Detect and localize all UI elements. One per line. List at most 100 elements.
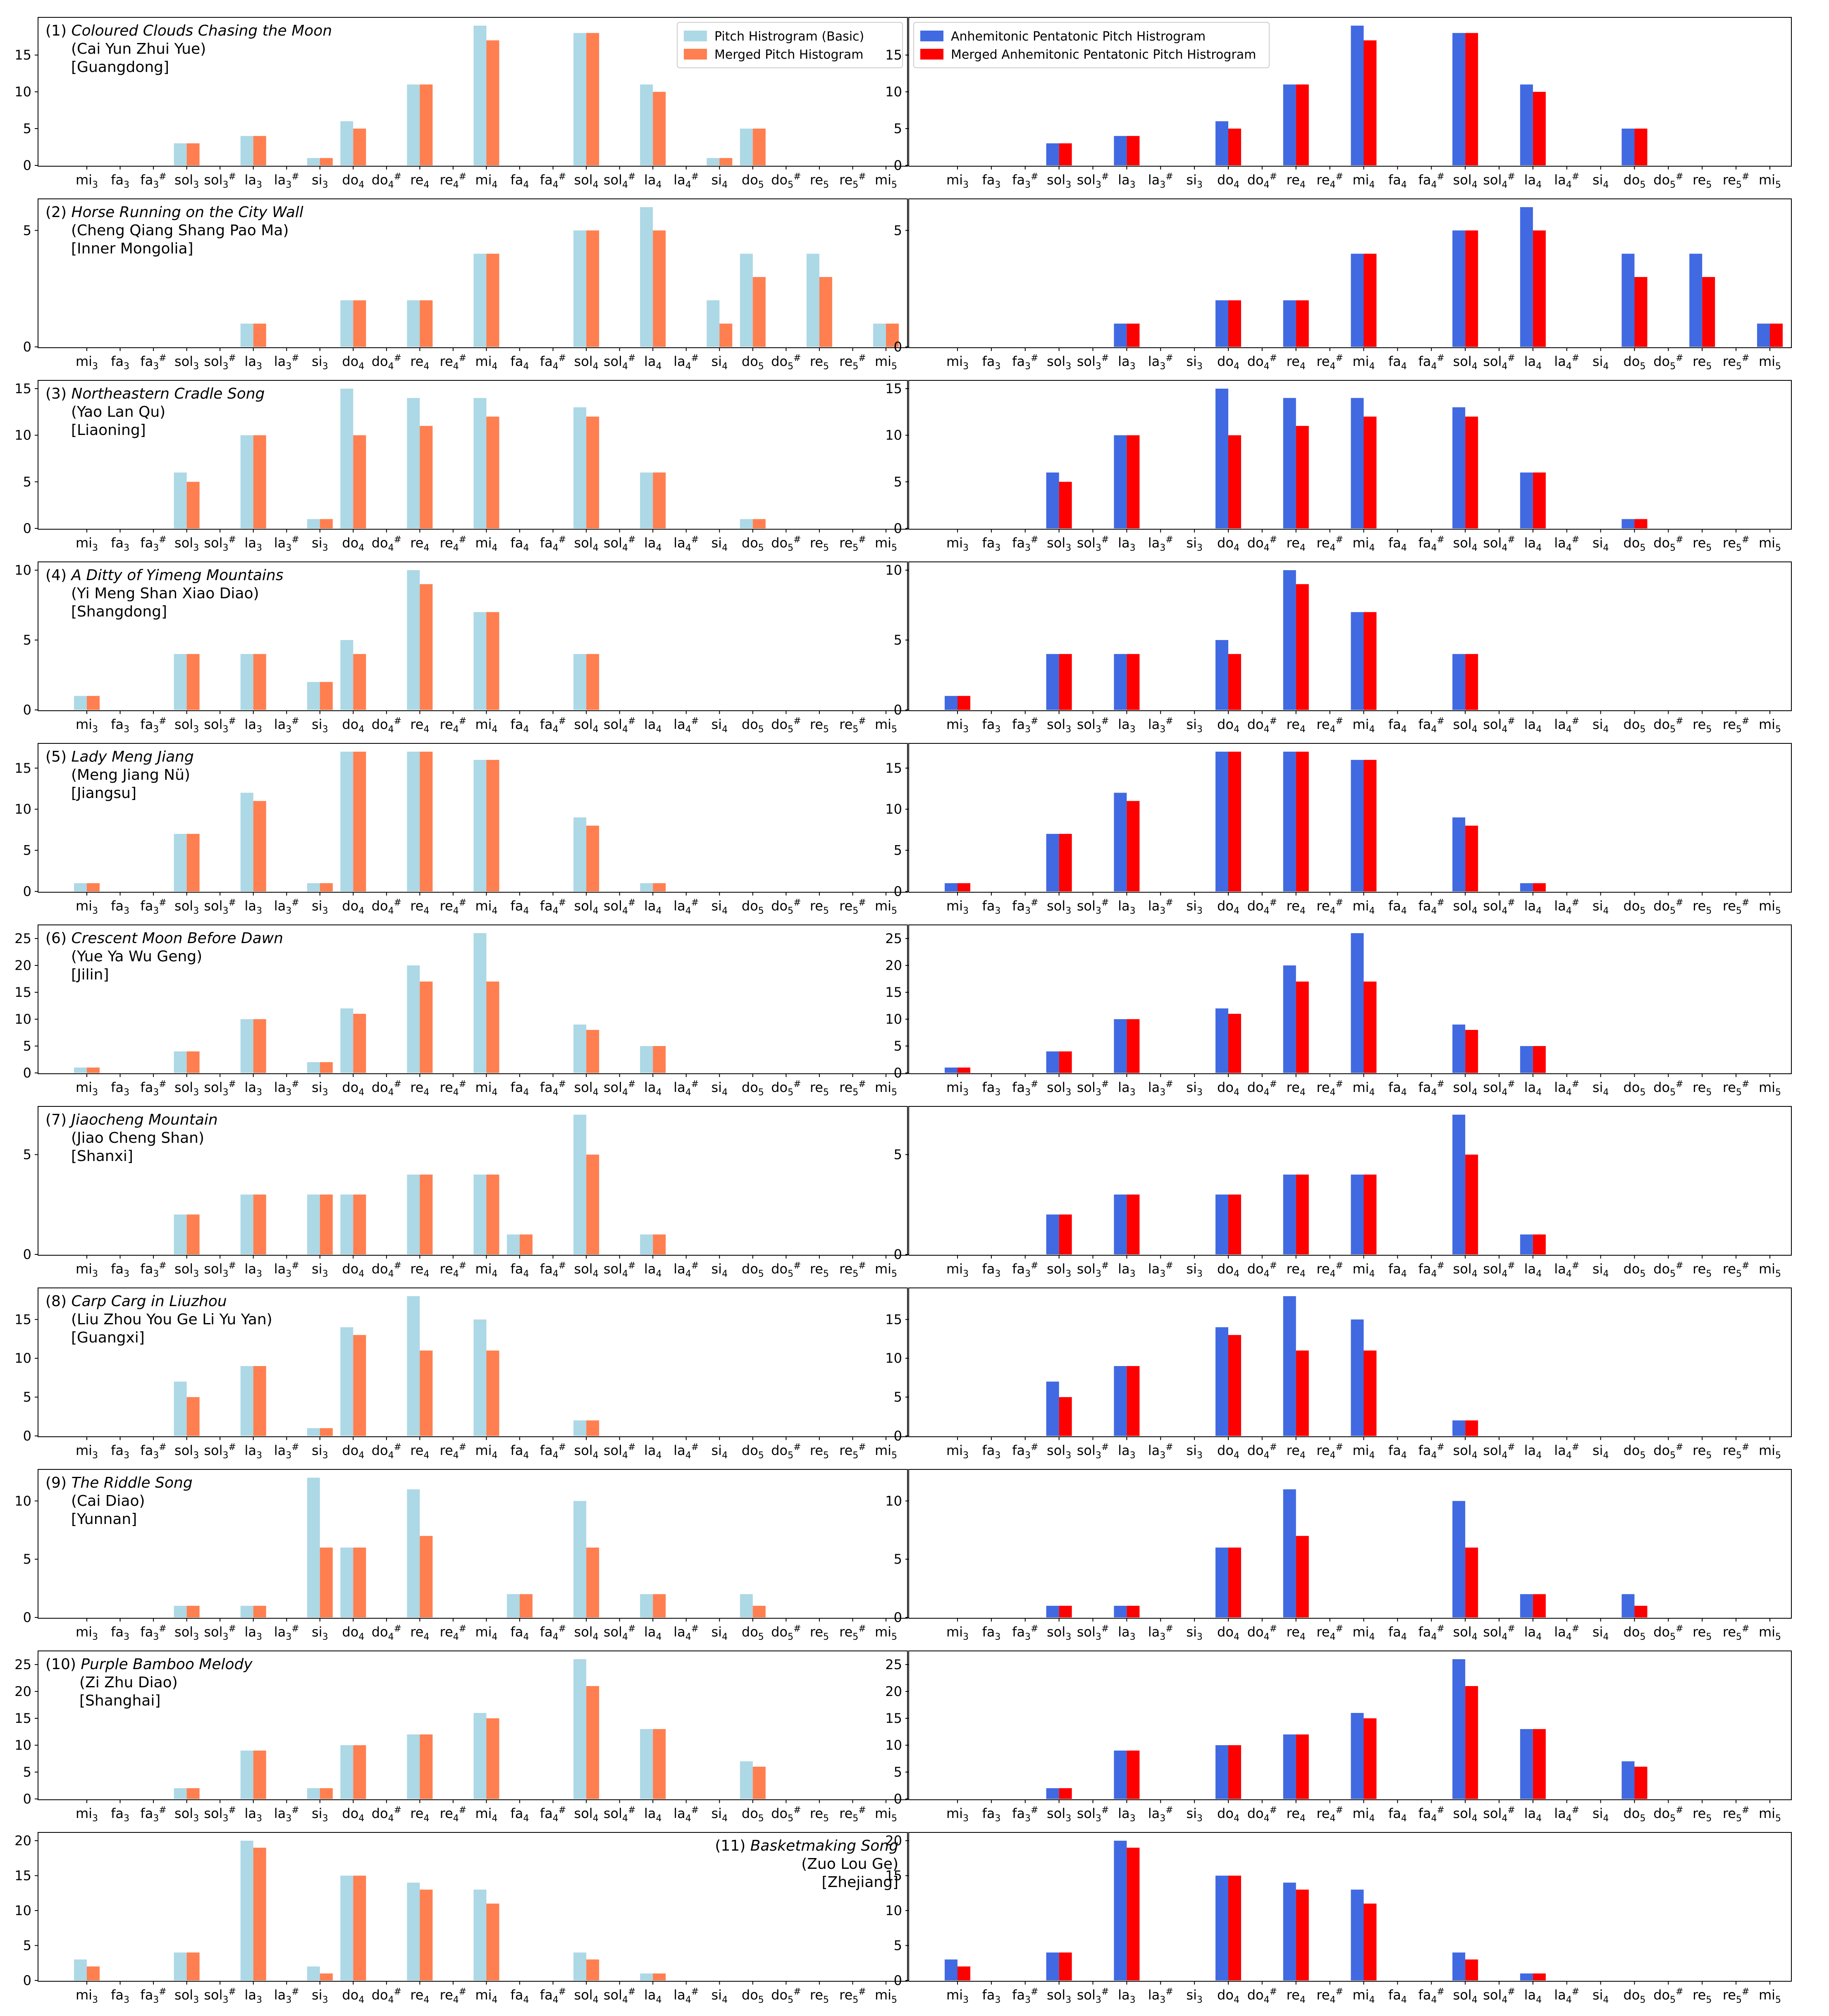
y-tick-label: 10 bbox=[14, 1493, 31, 1509]
x-tick-label: si4 bbox=[712, 1080, 728, 1098]
x-tick-label: sol3 bbox=[174, 535, 199, 553]
x-tick-label: mi3 bbox=[76, 1080, 98, 1098]
x-tick-label: sol4 bbox=[1453, 717, 1478, 735]
bar-merged bbox=[253, 1194, 266, 1254]
bar-merged bbox=[586, 416, 599, 528]
x-tick-label: fa3 bbox=[111, 1624, 129, 1642]
x-tick-label: fa3 bbox=[982, 717, 1000, 735]
x-tick-label: la4 bbox=[1524, 1806, 1542, 1824]
bar-merged-pentatonic bbox=[1228, 300, 1241, 347]
bar-merged-pentatonic bbox=[1127, 1019, 1140, 1073]
x-tick-label: re5 bbox=[810, 535, 829, 553]
x-tick-label: re4 bbox=[410, 1261, 429, 1279]
bar-merged-pentatonic bbox=[957, 883, 970, 891]
x-tick-label: sol3# bbox=[1077, 353, 1109, 372]
y-tick-label: 0 bbox=[23, 339, 31, 355]
x-tick-label: mi5 bbox=[875, 1443, 897, 1461]
x-tick-label: re5 bbox=[1693, 1261, 1712, 1279]
x-tick-label: re4 bbox=[1287, 717, 1306, 735]
bar-merged-pentatonic bbox=[1228, 654, 1241, 710]
axes-frame bbox=[908, 1106, 1792, 1256]
y-tick-label: 25 bbox=[14, 1657, 31, 1672]
bar-basic bbox=[174, 1605, 187, 1617]
bar-pentatonic bbox=[1351, 760, 1364, 891]
bar-merged-pentatonic bbox=[1465, 1154, 1478, 1254]
x-tick-label: la3 bbox=[244, 1080, 262, 1098]
bar-pentatonic bbox=[1046, 834, 1059, 891]
bar-merged-pentatonic bbox=[1059, 1788, 1072, 1799]
x-tick-label: fa4 bbox=[1388, 1624, 1407, 1642]
bar-merged bbox=[486, 982, 499, 1073]
x-tick-label: re5 bbox=[810, 1806, 829, 1824]
bar-basic bbox=[240, 1366, 253, 1436]
y-tick-label: 0 bbox=[23, 1065, 31, 1081]
x-tick-label: sol3# bbox=[204, 1987, 236, 2005]
x-tick-label: do4 bbox=[1217, 1443, 1239, 1461]
bar-merged bbox=[486, 253, 499, 347]
bar-basic bbox=[573, 1025, 587, 1073]
x-tick-label: fa3# bbox=[140, 172, 166, 190]
x-tick-label: do4 bbox=[342, 535, 364, 553]
y-tick-label: 5 bbox=[23, 1389, 31, 1405]
x-tick-label: fa4# bbox=[1418, 716, 1445, 735]
panel-11-pentatonic: 0 5 10 15 20 mi3 fa3 fa3# sol3 sol3# la3 la3# si3 do4… bbox=[885, 1832, 1792, 2005]
x-tick-label: si4 bbox=[712, 1443, 728, 1461]
x-tick-label: do4# bbox=[372, 172, 401, 190]
bar-merged-pentatonic bbox=[1533, 1234, 1546, 1254]
x-tick-label: sol3 bbox=[1047, 1261, 1071, 1279]
bar-merged bbox=[353, 435, 366, 528]
x-tick-label: sol4# bbox=[1483, 898, 1515, 916]
x-tick-label: fa3# bbox=[1012, 172, 1038, 190]
x-tick-label: sol3 bbox=[174, 898, 199, 916]
x-tick-label: mi4 bbox=[1352, 898, 1375, 916]
bar-basic bbox=[473, 398, 487, 528]
x-tick-label: do4 bbox=[1217, 1080, 1239, 1098]
bar-merged-pentatonic bbox=[1127, 1194, 1140, 1254]
x-tick-label: la4 bbox=[644, 717, 662, 735]
x-tick-label: re5# bbox=[1723, 1261, 1750, 1279]
x-tick-label: la3 bbox=[244, 172, 262, 190]
x-tick-label: do4# bbox=[372, 1624, 401, 1642]
song-region: [Inner Mongolia] bbox=[71, 240, 193, 257]
x-tick-label: si3 bbox=[312, 1261, 328, 1279]
x-tick-label: do4 bbox=[342, 717, 364, 735]
y-tick-label: 15 bbox=[885, 984, 902, 1000]
bar-basic bbox=[74, 1959, 87, 1980]
bar-basic bbox=[407, 300, 420, 347]
axes-frame bbox=[908, 924, 1792, 1074]
bar-basic bbox=[340, 300, 353, 347]
bar-basic bbox=[174, 654, 187, 710]
axes-frame bbox=[38, 1832, 908, 1982]
x-tick-label: la3# bbox=[274, 535, 299, 553]
x-tick-label: sol3# bbox=[204, 353, 236, 372]
bar-merged bbox=[253, 1605, 266, 1617]
x-tick-label: sol4 bbox=[574, 898, 599, 916]
x-tick-label: la4 bbox=[1524, 535, 1542, 553]
x-tick-label: si4 bbox=[1593, 172, 1609, 190]
x-tick-label: fa3 bbox=[982, 1987, 1000, 2005]
x-tick-label: sol3# bbox=[1077, 1261, 1109, 1279]
bar-merged bbox=[653, 1046, 666, 1073]
bar-basic bbox=[573, 817, 587, 891]
x-tick-label: si3 bbox=[1186, 172, 1203, 190]
bar-basic bbox=[640, 84, 653, 165]
x-tick-label: re5 bbox=[1693, 354, 1712, 372]
y-tick-label: 5 bbox=[23, 222, 31, 238]
bar-pentatonic bbox=[1046, 1788, 1059, 1799]
x-tick-label: la4# bbox=[673, 1987, 699, 2005]
x-tick-label: re5# bbox=[839, 172, 866, 190]
x-tick-label: do5 bbox=[1624, 354, 1646, 372]
bar-merged bbox=[486, 1350, 499, 1436]
bar-pentatonic bbox=[1621, 129, 1635, 165]
x-tick-label: si3 bbox=[312, 1624, 328, 1642]
y-tick-label: 10 bbox=[885, 1350, 902, 1366]
x-tick-label: si3 bbox=[1186, 717, 1203, 735]
y-tick-label: 5 bbox=[23, 474, 31, 490]
x-tick-label: re4# bbox=[440, 1624, 467, 1642]
y-tick-label: 15 bbox=[14, 1710, 31, 1726]
bar-basic bbox=[707, 300, 720, 347]
x-tick-label: re5# bbox=[1723, 1987, 1750, 2005]
bar-merged bbox=[320, 519, 333, 528]
x-tick-label: sol4 bbox=[574, 1261, 599, 1279]
x-tick-label: sol4# bbox=[604, 1442, 636, 1461]
